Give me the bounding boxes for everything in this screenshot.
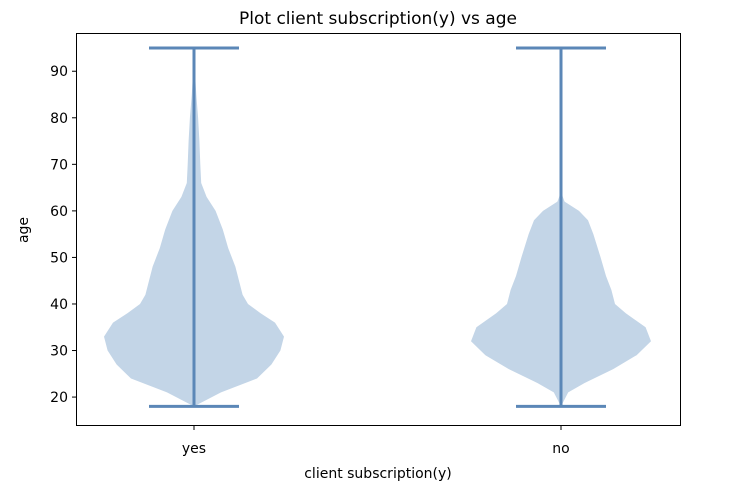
x-tick-label: no (552, 441, 569, 457)
chart-title: Plot client subscription(y) vs age (239, 9, 517, 29)
y-tick-label: 20 (50, 390, 68, 406)
y-axis-label: age (16, 217, 32, 243)
y-tick-label: 30 (50, 344, 68, 360)
y-tick-label: 90 (50, 64, 68, 80)
x-axis-label: client subscription(y) (304, 466, 452, 482)
plot-frame (76, 33, 681, 426)
y-axis-ticks: 20 30 40 50 60 70 80 90 (50, 64, 77, 406)
violin-layer (104, 46, 651, 408)
y-tick-label: 80 (50, 111, 68, 127)
x-tick-label: yes (182, 441, 206, 457)
y-tick-label: 50 (50, 250, 68, 266)
x-axis-ticks: yes no (182, 425, 570, 457)
y-tick-label: 70 (50, 157, 68, 173)
y-tick-label: 60 (50, 204, 68, 220)
y-tick-label: 40 (50, 297, 68, 313)
